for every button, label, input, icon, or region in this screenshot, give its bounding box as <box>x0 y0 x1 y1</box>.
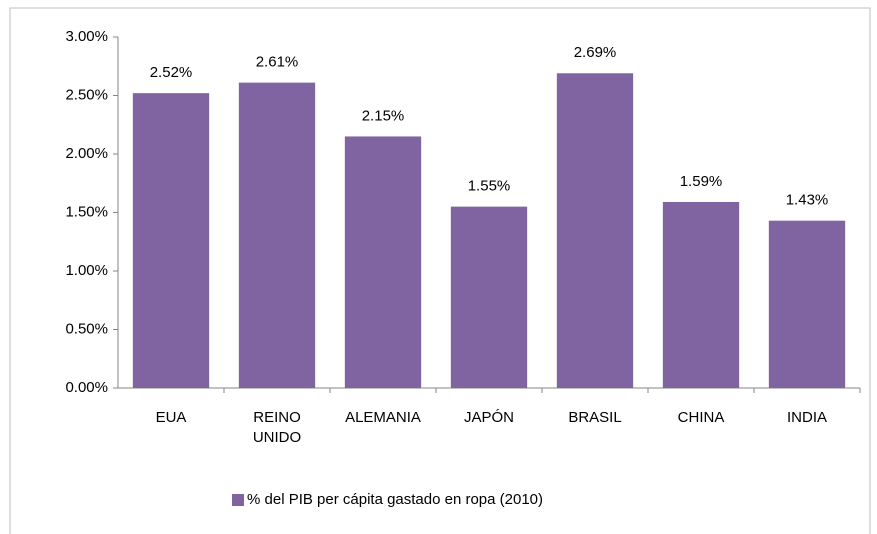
data-label: 1.55% <box>468 178 511 195</box>
bar <box>768 220 846 388</box>
bar <box>450 206 528 388</box>
bar <box>556 73 634 389</box>
legend-label: % del PIB per cápita gastado en ropa (20… <box>247 491 543 508</box>
data-label: 2.52% <box>150 64 193 81</box>
y-tick-label: 0.50% <box>65 320 108 337</box>
y-tick-label: 1.00% <box>65 262 108 279</box>
legend-swatch <box>232 494 244 506</box>
x-tick-label: ALEMANIA <box>345 409 421 426</box>
y-tick-label: 2.00% <box>65 145 108 162</box>
bar <box>238 82 316 388</box>
chart-frame <box>9 7 871 534</box>
bar <box>344 136 422 388</box>
y-tick-label: 0.00% <box>65 379 108 396</box>
x-tick-label: CHINA <box>677 409 725 426</box>
data-label: 2.15% <box>362 107 405 124</box>
data-label: 2.61% <box>256 54 299 71</box>
y-tick-label: 1.50% <box>65 203 108 220</box>
x-tick-label: INDIA <box>786 409 827 426</box>
x-tick-label: REINO UNIDO <box>252 409 302 446</box>
data-label: 2.69% <box>574 44 617 61</box>
x-tick-label: BRASIL <box>568 409 622 426</box>
x-tick-label: EUA <box>155 409 187 426</box>
y-tick-label: 2.50% <box>65 86 108 103</box>
bar <box>132 93 210 388</box>
data-label: 1.59% <box>680 173 723 190</box>
y-tick-label: 3.00% <box>65 28 108 45</box>
bar <box>662 201 740 388</box>
data-label: 1.43% <box>786 192 829 209</box>
x-tick-label: JAPÓN <box>463 409 514 426</box>
